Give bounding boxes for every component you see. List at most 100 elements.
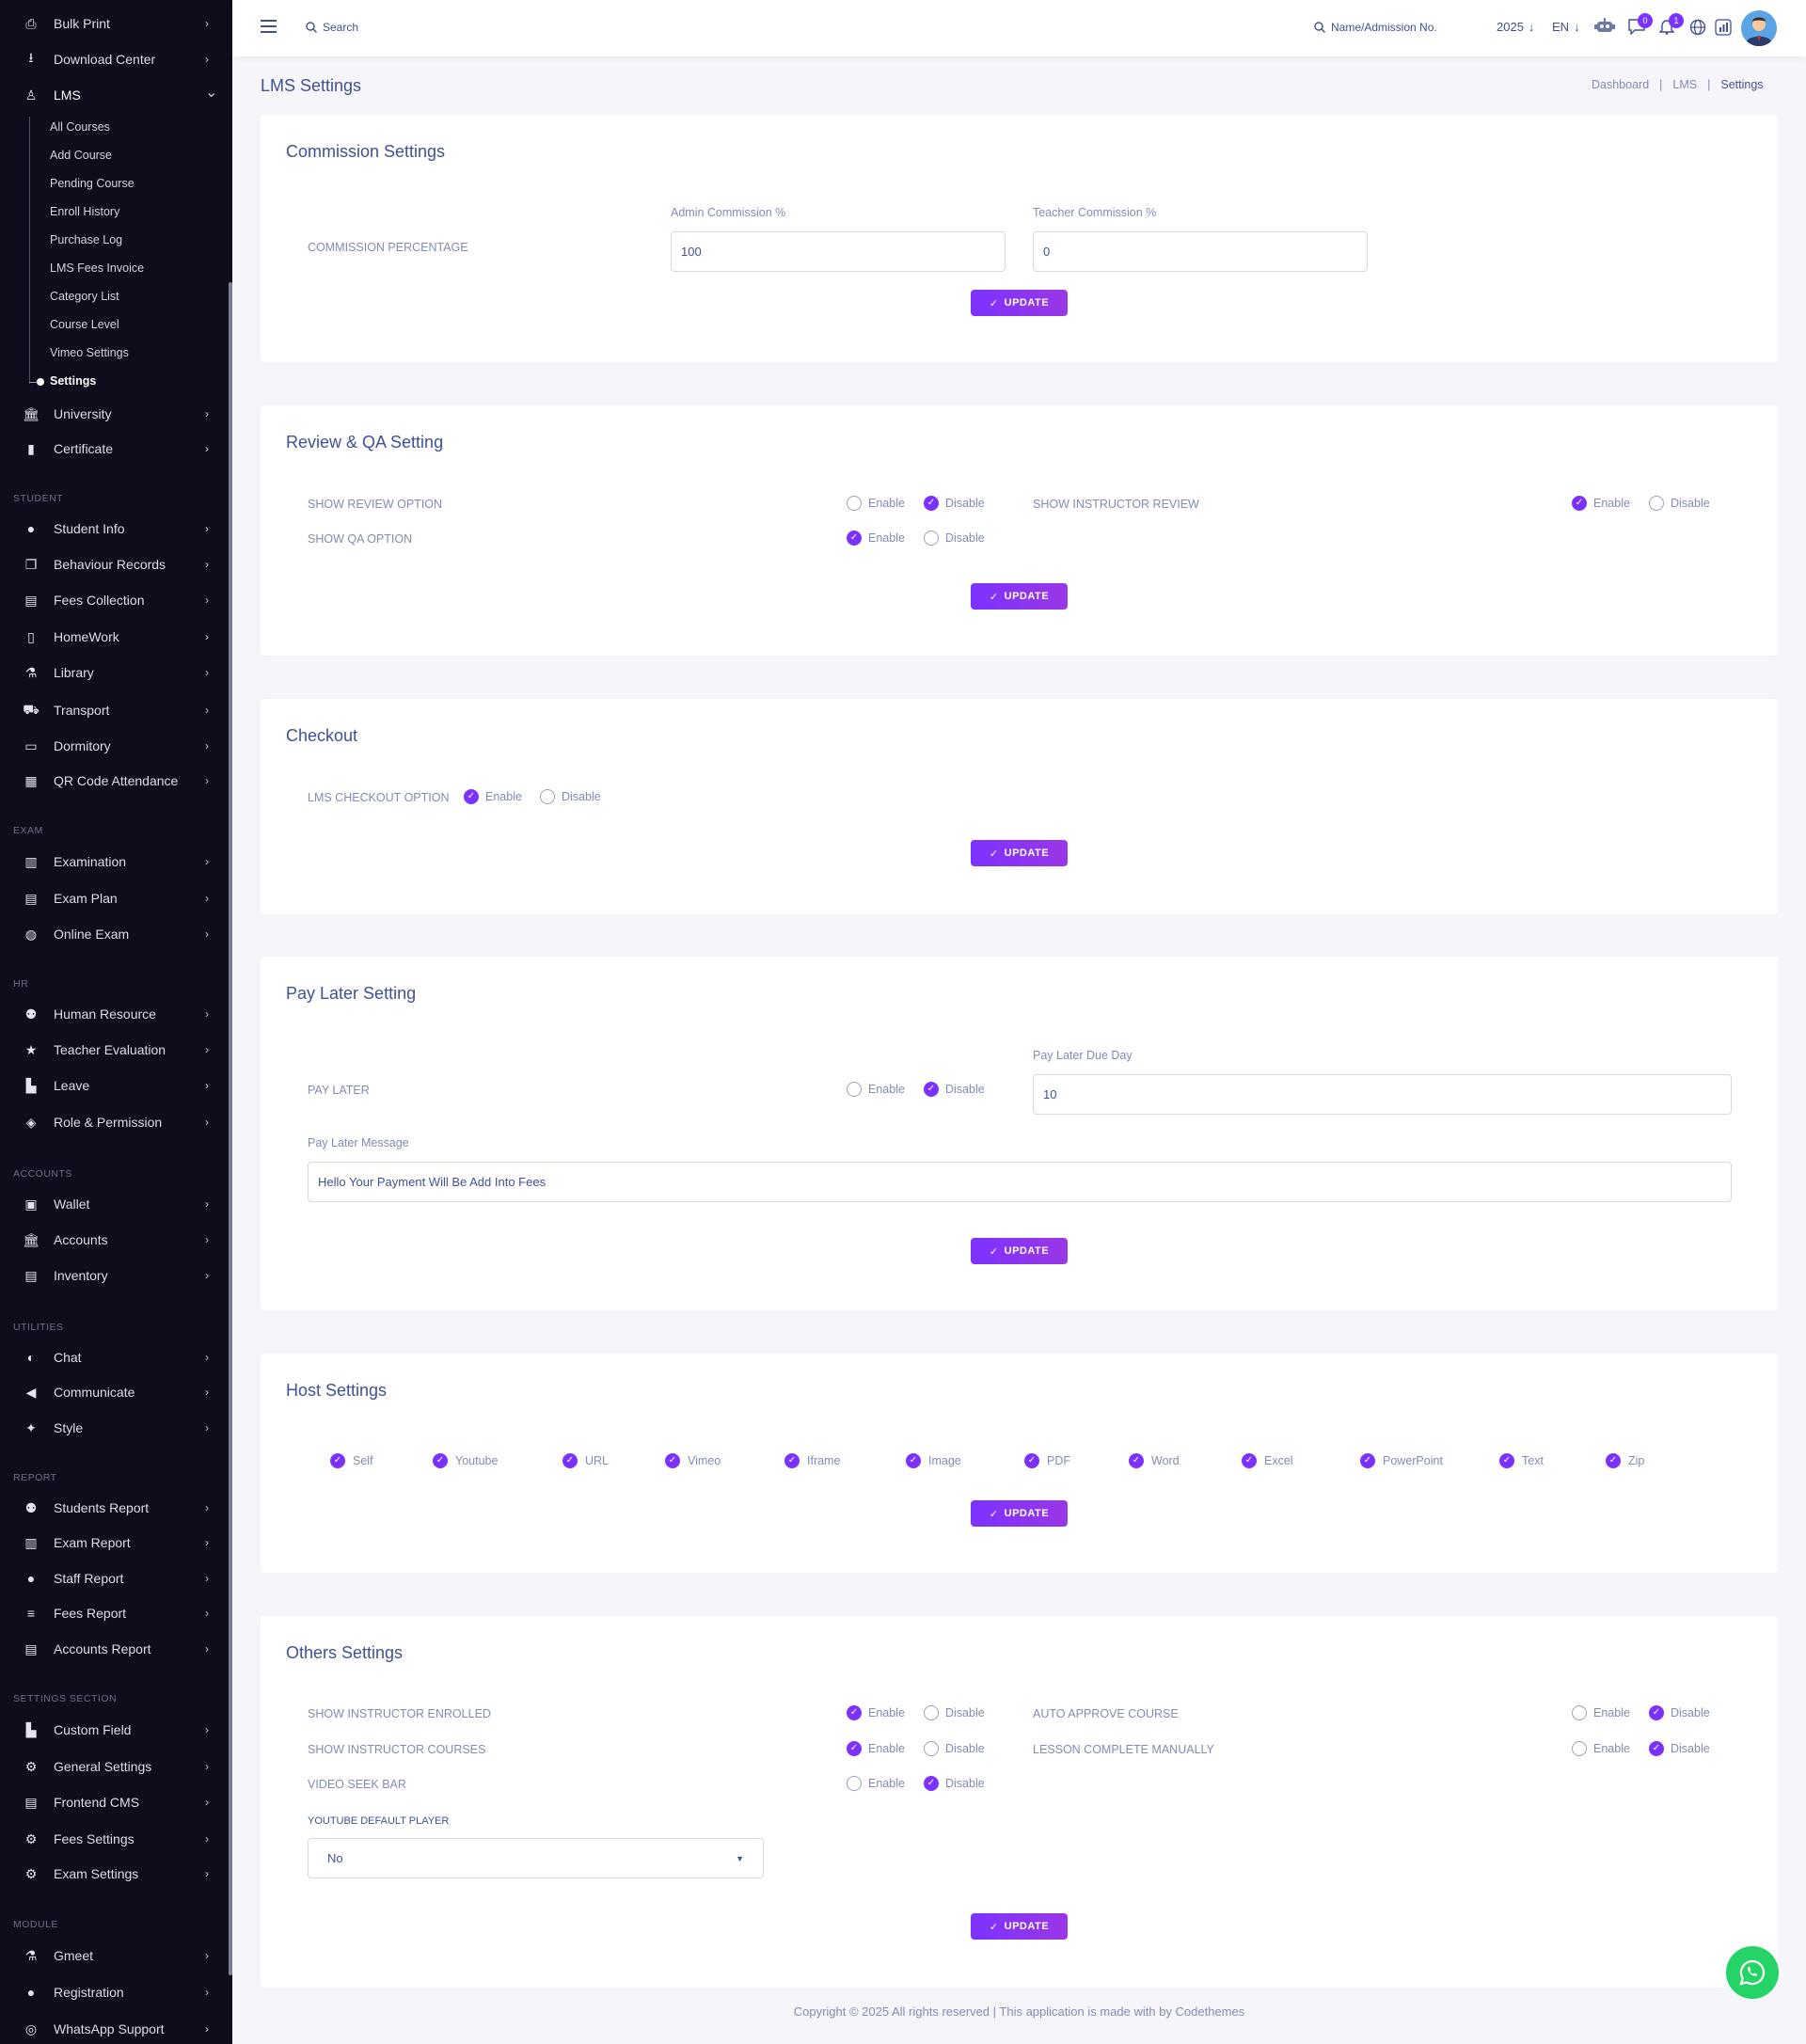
- pay-later-message-input[interactable]: Hello Your Payment Will Be Add Into Fees: [308, 1162, 1732, 1202]
- show-review-enable-radio[interactable]: Enable: [847, 496, 905, 511]
- video-seek-enable-radio[interactable]: Enable: [847, 1776, 905, 1791]
- lms-submenu-add-course[interactable]: Add Course: [50, 149, 113, 162]
- sidebar-item-human-resource[interactable]: ⚉ Human Resource ›: [0, 998, 232, 1030]
- host-option-vimeo[interactable]: ✓ Vimeo: [665, 1453, 721, 1468]
- sidebar-item-exam-report[interactable]: ▥ Exam Report ›: [0, 1527, 232, 1559]
- sidebar-item-download-center[interactable]: ⭳ Download Center ›: [0, 43, 232, 75]
- sidebar-item-whatsapp-support[interactable]: ◎ WhatsApp Support ›: [0, 2013, 232, 2044]
- sidebar-item-certificate[interactable]: ▮ Certificate ›: [0, 433, 232, 465]
- show-qa-disable-radio[interactable]: Disable: [924, 531, 985, 546]
- sidebar-item-leave[interactable]: ▙ Leave ›: [0, 1070, 232, 1101]
- lms-submenu-all-courses[interactable]: All Courses: [50, 120, 110, 134]
- pay-later-disable-radio[interactable]: ✓ Disable: [924, 1082, 985, 1097]
- sidebar-item-students-report[interactable]: ⚉ Students Report ›: [0, 1492, 232, 1524]
- sidebar-item-student-info[interactable]: ● Student Info ›: [0, 513, 232, 545]
- host-option-zip[interactable]: ✓ Zip: [1606, 1453, 1644, 1468]
- whatsapp-button[interactable]: [1726, 1946, 1779, 1999]
- checkout-disable-radio[interactable]: Disable: [540, 789, 601, 804]
- sidebar-item-dormitory[interactable]: ▭ Dormitory ›: [0, 730, 232, 762]
- youtube-player-select[interactable]: No ▼: [308, 1838, 764, 1878]
- host-option-iframe[interactable]: ✓ Iframe: [784, 1453, 840, 1468]
- sidebar-item-lms[interactable]: ♙ LMS ⌄: [0, 79, 232, 111]
- sidebar-item-teacher-evaluation[interactable]: ★ Teacher Evaluation ›: [0, 1034, 232, 1066]
- sidebar-item-staff-report[interactable]: ● Staff Report ›: [0, 1562, 232, 1594]
- sidebar-item-frontend-cms[interactable]: ▤ Frontend CMS ›: [0, 1786, 232, 1818]
- robot-icon[interactable]: [1594, 16, 1615, 35]
- sidebar-item-university[interactable]: 🏛 University ›: [0, 398, 232, 430]
- globe-icon[interactable]: [1689, 19, 1706, 36]
- sidebar-item-accounts-report[interactable]: ▤ Accounts Report ›: [0, 1633, 232, 1665]
- instructor-review-enable-radio[interactable]: ✓ Enable: [1572, 496, 1630, 511]
- avatar[interactable]: [1741, 10, 1777, 46]
- analytics-icon[interactable]: [1715, 19, 1732, 36]
- sidebar-item-general-settings[interactable]: ⚙ General Settings ›: [0, 1751, 232, 1783]
- lms-submenu-purchase-log[interactable]: Purchase Log: [50, 233, 123, 246]
- lms-submenu-vimeo-settings[interactable]: Vimeo Settings: [50, 346, 129, 359]
- auto-approve-disable-radio[interactable]: ✓ Disable: [1649, 1705, 1710, 1720]
- sidebar-item-exam-plan[interactable]: ▤ Exam Plan ›: [0, 882, 232, 914]
- search-box[interactable]: Search: [306, 21, 358, 34]
- host-option-url[interactable]: ✓ URL: [562, 1453, 609, 1468]
- sidebar-item-communicate[interactable]: ◀ Communicate ›: [0, 1376, 232, 1408]
- instructor-courses-disable-radio[interactable]: Disable: [924, 1741, 985, 1756]
- sidebar-item-inventory[interactable]: ▤ Inventory ›: [0, 1260, 232, 1291]
- lms-submenu-pending-course[interactable]: Pending Course: [50, 177, 135, 190]
- sidebar-item-custom-field[interactable]: ▙ Custom Field ›: [0, 1714, 232, 1746]
- lms-submenu-settings[interactable]: Settings: [50, 374, 97, 388]
- sidebar-item-gmeet[interactable]: ⚗ Gmeet ›: [0, 1940, 232, 1972]
- sidebar-item-behaviour-records[interactable]: ❐ Behaviour Records ›: [0, 548, 232, 580]
- sidebar-item-accounts[interactable]: 🏛 Accounts ›: [0, 1224, 232, 1256]
- sidebar-item-homework[interactable]: ▯ HomeWork ›: [0, 621, 232, 653]
- teacher-commission-input[interactable]: 0: [1033, 231, 1368, 272]
- host-option-powerpoint[interactable]: ✓ PowerPoint: [1360, 1453, 1443, 1468]
- lesson-complete-disable-radio[interactable]: ✓ Disable: [1649, 1741, 1710, 1756]
- sidebar-item-fees-settings[interactable]: ⚙ Fees Settings ›: [0, 1823, 232, 1855]
- student-search-box[interactable]: Name/Admission No.: [1314, 21, 1437, 34]
- breadcrumb-lms[interactable]: LMS: [1672, 78, 1698, 91]
- sidebar-item-fees-collection[interactable]: ▤ Fees Collection ›: [0, 584, 232, 616]
- show-review-disable-radio[interactable]: ✓ Disable: [924, 496, 985, 511]
- breadcrumb-dashboard[interactable]: Dashboard: [1592, 78, 1650, 91]
- sidebar-item-library[interactable]: ⚗ Library ›: [0, 657, 232, 689]
- year-selector[interactable]: 2025 ↓: [1497, 20, 1534, 34]
- sidebar-item-exam-settings[interactable]: ⚙ Exam Settings ›: [0, 1858, 232, 1890]
- host-option-image[interactable]: ✓ Image: [906, 1453, 961, 1468]
- sidebar-item-role-permission[interactable]: ◈ Role & Permission ›: [0, 1106, 232, 1138]
- host-option-self[interactable]: ✓ Self: [330, 1453, 373, 1468]
- host-update-button[interactable]: ✓ UPDATE: [971, 1500, 1068, 1527]
- instructor-enrolled-enable-radio[interactable]: ✓ Enable: [847, 1705, 905, 1720]
- lms-submenu-category-list[interactable]: Category List: [50, 290, 119, 303]
- pay-later-update-button[interactable]: ✓ UPDATE: [971, 1238, 1068, 1264]
- pay-later-enable-radio[interactable]: Enable: [847, 1082, 905, 1097]
- host-option-excel[interactable]: ✓ Excel: [1242, 1453, 1293, 1468]
- others-update-button[interactable]: ✓ UPDATE: [971, 1913, 1068, 1940]
- lms-submenu-course-level[interactable]: Course Level: [50, 318, 119, 331]
- instructor-courses-enable-radio[interactable]: ✓ Enable: [847, 1741, 905, 1756]
- sidebar-item-bulk-print[interactable]: ⎙ Bulk Print ›: [0, 8, 232, 40]
- checkout-enable-radio[interactable]: ✓ Enable: [464, 789, 522, 804]
- video-seek-disable-radio[interactable]: ✓ Disable: [924, 1776, 985, 1791]
- sidebar-item-examination[interactable]: ▥ Examination ›: [0, 846, 232, 878]
- admin-commission-input[interactable]: 100: [671, 231, 1006, 272]
- host-option-text[interactable]: ✓ Text: [1499, 1453, 1544, 1468]
- sidebar-item-online-exam[interactable]: ◍ Online Exam ›: [0, 918, 232, 950]
- hamburger-menu-icon[interactable]: [261, 19, 277, 34]
- instructor-enrolled-disable-radio[interactable]: Disable: [924, 1705, 985, 1720]
- sidebar-item-wallet[interactable]: ▣ Wallet ›: [0, 1188, 232, 1220]
- host-option-pdf[interactable]: ✓ PDF: [1024, 1453, 1070, 1468]
- lesson-complete-enable-radio[interactable]: Enable: [1572, 1741, 1630, 1756]
- auto-approve-enable-radio[interactable]: Enable: [1572, 1705, 1630, 1720]
- sidebar-item-qr-code-attendance[interactable]: ▦ QR Code Attendance ›: [0, 765, 232, 797]
- sidebar-item-fees-report[interactable]: ≡ Fees Report ›: [0, 1597, 232, 1629]
- sidebar-item-style[interactable]: ✦ Style ›: [0, 1412, 232, 1444]
- pay-later-due-input[interactable]: 10: [1033, 1074, 1732, 1115]
- commission-update-button[interactable]: ✓ UPDATE: [971, 290, 1068, 316]
- instructor-review-disable-radio[interactable]: Disable: [1649, 496, 1710, 511]
- show-qa-enable-radio[interactable]: ✓ Enable: [847, 531, 905, 546]
- sidebar-scrollbar[interactable]: [229, 282, 232, 1975]
- sidebar-item-transport[interactable]: ⛟ Transport ›: [0, 694, 232, 726]
- review-update-button[interactable]: ✓ UPDATE: [971, 583, 1068, 610]
- sidebar-item-registration[interactable]: ● Registration ›: [0, 1976, 232, 2008]
- checkout-update-button[interactable]: ✓ UPDATE: [971, 840, 1068, 866]
- sidebar-item-chat[interactable]: ◐ Chat ›: [0, 1341, 232, 1373]
